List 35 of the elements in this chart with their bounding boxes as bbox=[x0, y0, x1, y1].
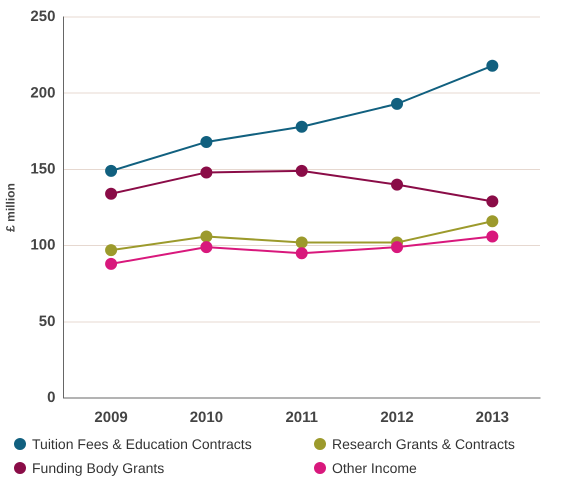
point bbox=[391, 178, 404, 191]
point bbox=[296, 236, 308, 249]
y-tick-label: 50 bbox=[38, 312, 56, 330]
y-tick-label: 150 bbox=[30, 160, 56, 178]
point bbox=[486, 60, 498, 72]
legend-label: Other Income bbox=[332, 460, 417, 476]
point bbox=[486, 230, 498, 242]
y-tick-label: 100 bbox=[30, 236, 56, 254]
legend-label: Tuition Fees & Education Contracts bbox=[32, 436, 252, 452]
point bbox=[486, 195, 498, 208]
y-tick-label: 200 bbox=[30, 84, 56, 102]
point bbox=[200, 136, 212, 148]
point bbox=[296, 164, 308, 177]
point bbox=[486, 215, 498, 228]
point bbox=[391, 98, 404, 110]
point bbox=[105, 258, 118, 270]
point bbox=[105, 188, 118, 200]
point bbox=[105, 164, 118, 177]
point bbox=[200, 230, 212, 242]
legend-label: Funding Body Grants bbox=[32, 460, 164, 476]
x-tick-label: 2009 bbox=[94, 409, 128, 426]
legend-label: Research Grants & Contracts bbox=[332, 436, 515, 452]
point bbox=[296, 120, 308, 133]
x-tick-label: 2010 bbox=[190, 409, 224, 426]
x-tick-label: 2012 bbox=[380, 409, 414, 426]
y-axis-title: £ million bbox=[4, 183, 18, 232]
x-tick-label: 2011 bbox=[285, 409, 318, 426]
point bbox=[296, 247, 308, 260]
point bbox=[200, 241, 212, 254]
point bbox=[105, 244, 118, 256]
point bbox=[391, 241, 404, 254]
x-tick-label: 2013 bbox=[476, 409, 510, 426]
y-tick-label: 0 bbox=[47, 389, 56, 406]
y-tick-label: 250 bbox=[30, 8, 56, 26]
point bbox=[200, 166, 212, 178]
